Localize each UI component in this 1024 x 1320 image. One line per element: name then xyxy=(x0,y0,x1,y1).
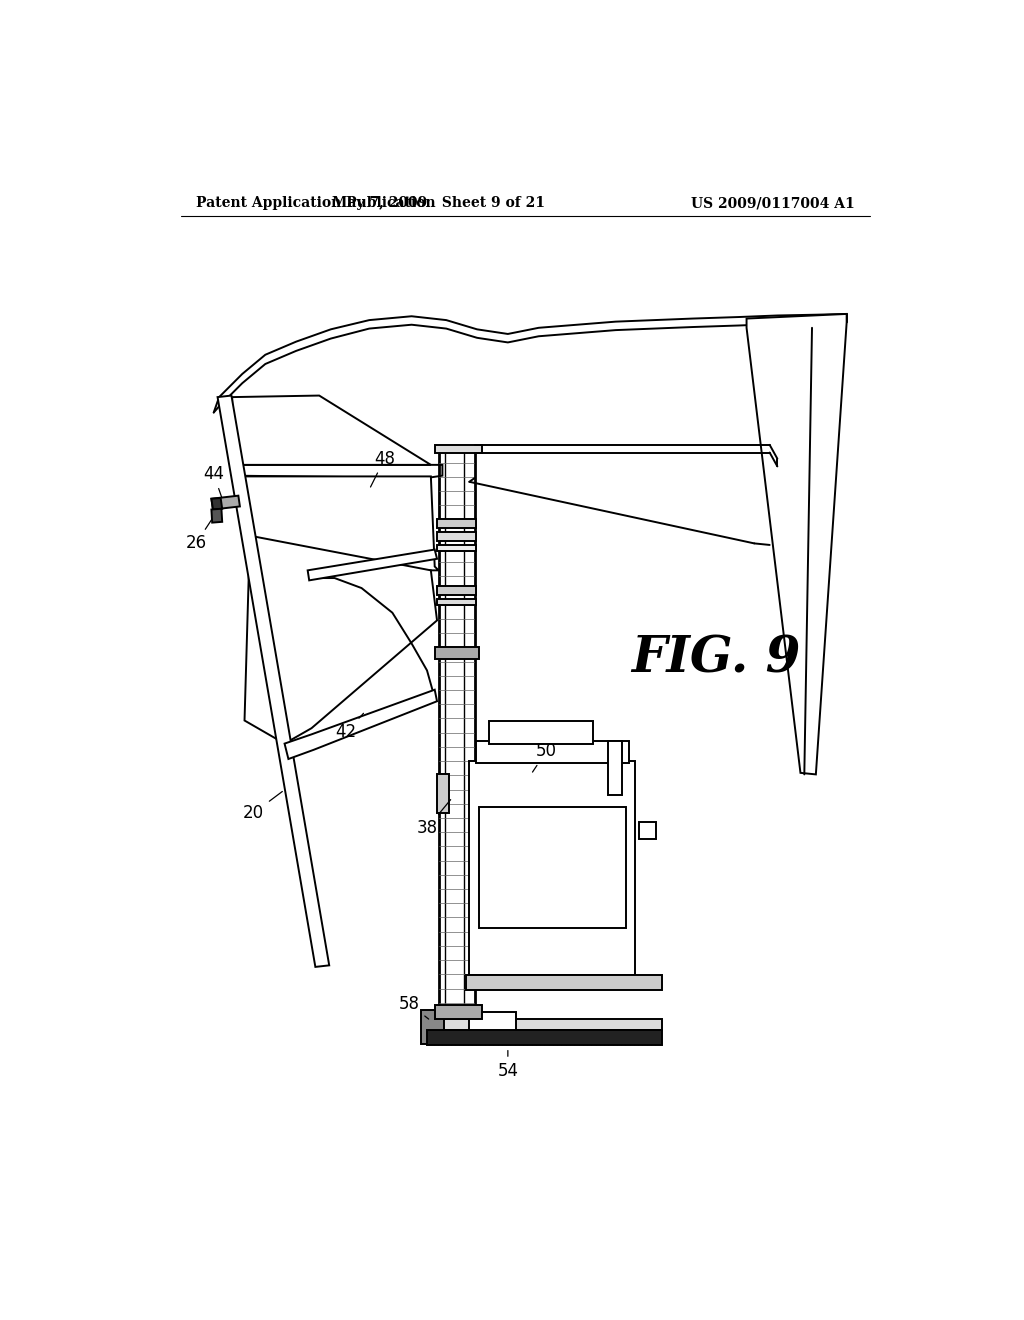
Bar xyxy=(437,545,476,552)
Text: FIG. 9: FIG. 9 xyxy=(631,635,801,684)
Text: 58: 58 xyxy=(398,995,429,1019)
Bar xyxy=(608,742,622,795)
Bar xyxy=(421,1010,444,1044)
Bar xyxy=(437,532,476,541)
Bar xyxy=(435,445,482,453)
Polygon shape xyxy=(232,465,442,478)
Polygon shape xyxy=(217,396,330,966)
Text: Patent Application Publication: Patent Application Publication xyxy=(196,197,435,210)
Bar xyxy=(437,586,476,595)
Bar xyxy=(437,519,476,528)
Bar xyxy=(435,1006,482,1019)
Polygon shape xyxy=(746,314,847,775)
Polygon shape xyxy=(211,508,222,523)
Bar xyxy=(475,742,629,763)
Text: 48: 48 xyxy=(371,450,395,487)
Bar xyxy=(469,1011,515,1035)
Text: US 2009/0117004 A1: US 2009/0117004 A1 xyxy=(690,197,854,210)
Polygon shape xyxy=(232,396,431,465)
Bar xyxy=(469,760,635,974)
Text: 50: 50 xyxy=(532,742,557,772)
Bar xyxy=(639,822,655,840)
Bar xyxy=(435,647,478,659)
Circle shape xyxy=(488,1019,497,1027)
Text: 38: 38 xyxy=(417,800,451,837)
Bar xyxy=(437,775,449,813)
Bar xyxy=(488,721,593,743)
Text: 54: 54 xyxy=(498,1051,518,1080)
Bar xyxy=(466,974,662,990)
Bar xyxy=(427,1030,662,1045)
Polygon shape xyxy=(211,496,240,510)
Text: 42: 42 xyxy=(336,713,364,741)
Text: 44: 44 xyxy=(203,465,224,499)
Bar xyxy=(478,807,626,928)
Text: 26: 26 xyxy=(185,519,212,552)
Text: 20: 20 xyxy=(243,792,283,822)
Polygon shape xyxy=(245,536,437,743)
Polygon shape xyxy=(285,689,437,759)
Polygon shape xyxy=(211,498,222,510)
Polygon shape xyxy=(234,477,438,570)
Polygon shape xyxy=(307,549,437,581)
Bar xyxy=(427,1019,662,1030)
Text: May 7, 2009   Sheet 9 of 21: May 7, 2009 Sheet 9 of 21 xyxy=(332,197,545,210)
Bar xyxy=(437,599,476,605)
